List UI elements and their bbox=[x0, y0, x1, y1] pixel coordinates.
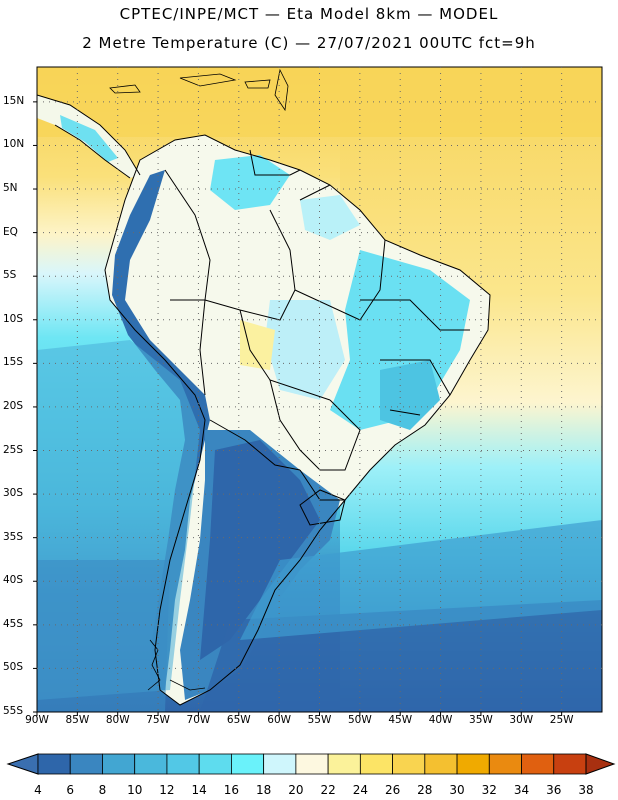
lat-label: 15S bbox=[3, 356, 24, 369]
lon-label: 45W bbox=[388, 714, 413, 726]
colorbar-swatch bbox=[231, 753, 265, 775]
colorbar-swatch bbox=[488, 753, 522, 775]
lat-label: 25S bbox=[3, 443, 24, 456]
colorbar-label: 14 bbox=[191, 783, 207, 797]
lat-label: 5N bbox=[3, 182, 18, 195]
lat-label: 15N bbox=[3, 94, 25, 107]
colorbar-label: 18 bbox=[256, 783, 272, 797]
colorbar-swatch bbox=[553, 753, 587, 775]
colorbar-swatch bbox=[359, 753, 393, 775]
lon-label: 70W bbox=[186, 714, 211, 726]
colorbar-label: 20 bbox=[288, 783, 304, 797]
lat-label: 35S bbox=[3, 530, 24, 543]
map-title-line-1: CPTEC/INPE/MCT — Eta Model 8km — MODEL bbox=[119, 5, 499, 23]
lon-label: 80W bbox=[105, 714, 130, 726]
colorbar-label: 16 bbox=[223, 783, 240, 797]
colorbar-swatch bbox=[198, 753, 232, 775]
lat-label: 40S bbox=[3, 574, 24, 587]
lat-label: 50S bbox=[3, 661, 24, 674]
colorbar-swatch bbox=[521, 753, 555, 775]
colorbar-swatch bbox=[456, 753, 490, 775]
lat-label: 55S bbox=[3, 705, 24, 717]
lon-label: 75W bbox=[146, 714, 170, 726]
colorbar-swatch bbox=[295, 753, 329, 775]
lon-label: 90W bbox=[25, 714, 49, 726]
colorbar-label: 28 bbox=[417, 783, 433, 797]
colorbar-label: 30 bbox=[449, 783, 465, 797]
lon-label: 65W bbox=[226, 714, 251, 726]
colorbar-swatch bbox=[37, 753, 71, 775]
colorbar-label: 22 bbox=[320, 783, 336, 797]
colorbar-swatch bbox=[134, 753, 168, 775]
lon-label: 25W bbox=[549, 714, 574, 726]
colorbar-swatch bbox=[424, 753, 458, 775]
map-gridlines bbox=[37, 67, 602, 712]
lon-label: 35W bbox=[469, 714, 493, 726]
colorbar-label: 10 bbox=[127, 783, 143, 797]
colorbar-label: 32 bbox=[481, 783, 497, 797]
colorbar bbox=[6, 753, 616, 775]
lon-label: 50W bbox=[347, 714, 372, 726]
lat-label: 30S bbox=[3, 487, 24, 500]
colorbar-swatch bbox=[69, 753, 103, 775]
colorbar-swatch bbox=[327, 753, 361, 775]
colorbar-label: 38 bbox=[578, 783, 594, 797]
colorbar-label: 36 bbox=[546, 783, 562, 797]
colorbar-min-arrow bbox=[6, 753, 39, 775]
colorbar-label: 34 bbox=[513, 783, 530, 797]
lat-label: 10N bbox=[3, 138, 25, 151]
map-title-line-2: 2 Metre Temperature (C) — 27/07/2021 00U… bbox=[82, 34, 536, 52]
map-field bbox=[37, 67, 602, 712]
lat-label: EQ bbox=[3, 225, 18, 238]
lon-label: 55W bbox=[307, 714, 332, 726]
colorbar-label: 24 bbox=[352, 783, 368, 797]
colorbar-label: 26 bbox=[384, 783, 401, 797]
lat-label: 45S bbox=[3, 617, 24, 630]
lat-label: 5S bbox=[3, 269, 17, 282]
lon-label: 40W bbox=[428, 714, 453, 726]
lat-label: 10S bbox=[3, 312, 24, 325]
colorbar-swatch bbox=[392, 753, 426, 775]
lat-label: 20S bbox=[3, 399, 24, 412]
colorbar-max-arrow bbox=[585, 753, 616, 775]
lon-label: 85W bbox=[65, 714, 90, 726]
colorbar-swatch bbox=[102, 753, 136, 775]
colorbar-label: 6 bbox=[66, 783, 75, 797]
colorbar-swatch bbox=[263, 753, 297, 775]
colorbar-swatch bbox=[166, 753, 200, 775]
colorbar-label: 4 bbox=[34, 783, 42, 797]
colorbar-label: 8 bbox=[98, 783, 107, 797]
lon-label: 30W bbox=[509, 714, 534, 726]
lon-label: 60W bbox=[267, 714, 292, 726]
colorbar-label: 12 bbox=[159, 783, 175, 797]
